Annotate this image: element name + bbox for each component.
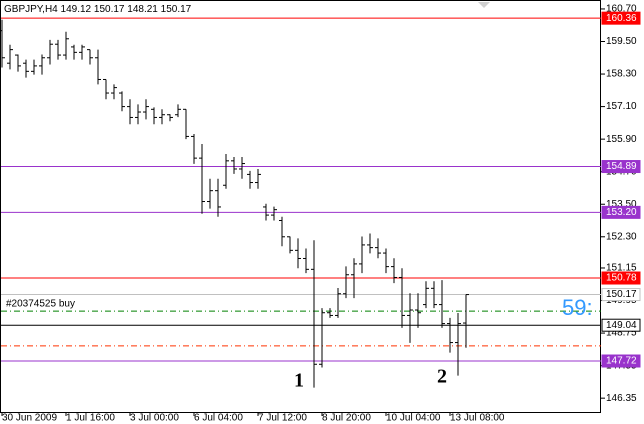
symbol: GBPJPY,H4 <box>4 4 58 15</box>
x-tick-label: 13 Jul 08:00 <box>450 413 505 424</box>
plot-frame <box>0 0 601 413</box>
level-label: 150.78 <box>606 273 637 284</box>
level-box <box>601 11 641 25</box>
level-label: 160.36 <box>606 13 637 24</box>
y-tick-label: 152.30 <box>606 231 637 242</box>
y-tick-label: 158.30 <box>606 69 637 80</box>
y-tick-label: 146.35 <box>606 393 637 404</box>
y-tick-label: 157.10 <box>606 101 637 112</box>
y-tick-label: 159.50 <box>606 36 637 47</box>
open-value: 149.12 <box>61 4 92 15</box>
y-tick-label: 155.90 <box>606 134 637 145</box>
level-label: 154.89 <box>606 161 637 172</box>
annotation: 2 <box>437 366 447 388</box>
x-tick-label: 1 Jul 16:00 <box>66 413 115 424</box>
x-tick-label: 6 Jul 04:00 <box>194 413 243 424</box>
y-tick-label: 151.15 <box>606 263 637 274</box>
level-box <box>601 160 641 174</box>
high-value: 150.17 <box>94 4 125 15</box>
y-tick-label: 160.70 <box>606 4 637 15</box>
level-box <box>601 288 641 302</box>
scroll-icon <box>478 2 490 8</box>
order-label: #20374525 buy <box>6 299 75 310</box>
level-box <box>601 271 641 285</box>
annotation: 1 <box>294 370 304 392</box>
x-tick-label: 3 Jul 00:00 <box>130 413 179 424</box>
level-box <box>601 205 641 219</box>
low-value: 148.21 <box>127 4 158 15</box>
level-box <box>601 318 641 332</box>
close-value: 150.17 <box>161 4 192 15</box>
level-label: 147.72 <box>606 356 637 367</box>
x-tick-label: 10 Jul 04:00 <box>386 413 441 424</box>
level-box <box>601 354 641 368</box>
x-tick-label: 7 Jul 12:00 <box>258 413 307 424</box>
level-label: 149.04 <box>606 320 637 331</box>
y-tick-label: 153.50 <box>606 199 637 210</box>
x-tick-label: 30 Jun 2009 <box>2 413 57 424</box>
level-label: 150.17 <box>606 289 637 300</box>
header: GBPJPY,H4 149.12 150.17 148.21 150.17 <box>4 4 192 15</box>
timer: 59: <box>562 295 593 320</box>
x-tick-label: 8 Jul 20:00 <box>322 413 371 424</box>
y-tick-label: 148.75 <box>606 328 637 339</box>
level-label: 153.20 <box>606 207 637 218</box>
